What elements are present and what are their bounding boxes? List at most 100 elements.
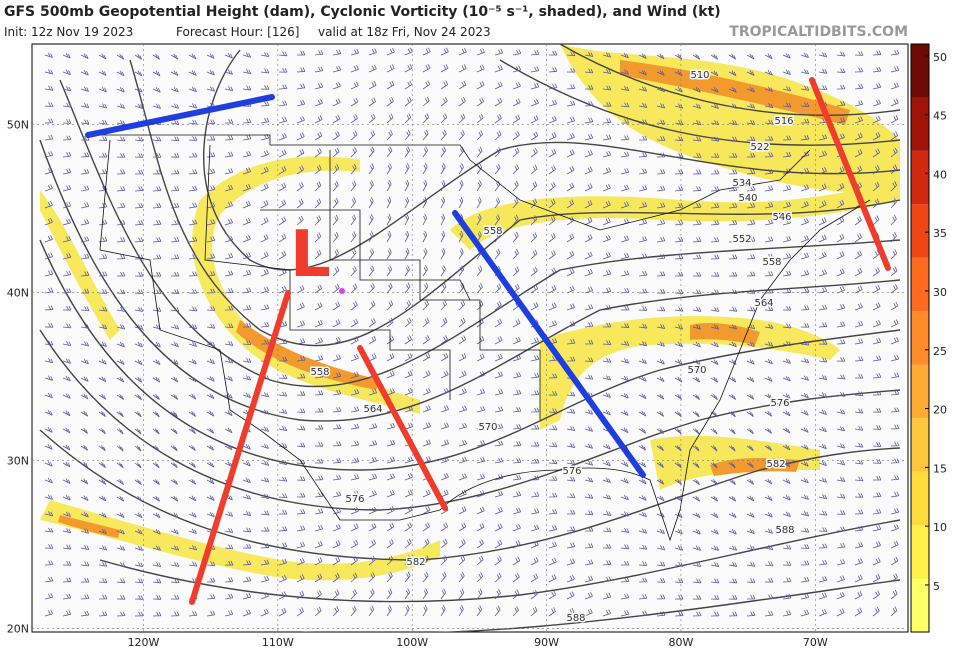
wind-barb bbox=[530, 66, 540, 73]
wind-barb bbox=[206, 511, 215, 518]
wind-barb bbox=[782, 577, 792, 583]
wind-barb bbox=[278, 149, 287, 158]
wind-barb bbox=[296, 574, 305, 583]
wind-barb bbox=[188, 236, 198, 243]
wind-barb bbox=[512, 540, 521, 549]
wind-barb bbox=[494, 65, 503, 73]
wind-barb bbox=[566, 459, 576, 465]
wind-barb bbox=[800, 527, 810, 533]
wind-barb bbox=[404, 555, 412, 566]
wind-barb bbox=[638, 270, 648, 277]
wind-barb bbox=[80, 376, 89, 382]
wind-barb bbox=[764, 495, 773, 502]
wind-barb bbox=[170, 341, 179, 348]
colorbar-segment bbox=[911, 364, 929, 419]
wind-barb bbox=[80, 185, 90, 192]
wind-barb bbox=[152, 495, 161, 502]
wind-barb bbox=[188, 478, 197, 485]
wind-barb bbox=[296, 83, 306, 90]
wind-barb bbox=[278, 233, 287, 243]
wind-barb bbox=[44, 593, 54, 600]
wind-barb bbox=[512, 82, 521, 90]
wind-barb bbox=[116, 103, 125, 109]
wind-barb bbox=[152, 136, 162, 142]
wind-barb bbox=[638, 53, 647, 59]
wind-barb bbox=[710, 103, 719, 109]
colorbar-segment bbox=[911, 204, 929, 258]
wind-barb bbox=[332, 214, 339, 226]
wind-barb bbox=[224, 118, 234, 124]
wind-barb bbox=[296, 320, 306, 328]
wind-barb bbox=[512, 214, 519, 226]
wind-barb bbox=[692, 376, 701, 383]
wind-barb bbox=[728, 103, 737, 109]
wind-barb bbox=[332, 507, 342, 515]
wind-barb bbox=[170, 611, 180, 617]
wind-barb bbox=[872, 284, 881, 294]
wind-barb bbox=[296, 267, 305, 277]
wind-barb bbox=[386, 265, 393, 277]
wind-barb bbox=[314, 266, 322, 277]
wind-barb bbox=[314, 606, 322, 617]
wind-barb bbox=[458, 317, 466, 328]
wind-barb bbox=[242, 357, 252, 363]
wind-barb bbox=[854, 442, 864, 448]
wind-barb bbox=[350, 130, 358, 141]
wind-barb bbox=[620, 427, 629, 434]
wind-barb bbox=[260, 150, 269, 158]
wind-barb bbox=[422, 282, 429, 294]
wind-barb bbox=[350, 406, 360, 413]
wind-barb bbox=[260, 409, 270, 415]
wind-barb bbox=[224, 593, 234, 600]
wind-barb bbox=[818, 357, 828, 363]
wind-barb bbox=[746, 152, 756, 158]
wind-barb bbox=[602, 392, 611, 398]
wind-barb bbox=[584, 200, 593, 209]
wind-barb bbox=[656, 611, 666, 617]
wind-barb bbox=[602, 304, 612, 311]
wind-barb bbox=[638, 544, 648, 550]
wind-barb bbox=[890, 319, 899, 328]
wind-barb bbox=[548, 67, 558, 73]
wind-barb bbox=[728, 289, 738, 295]
wind-barb bbox=[548, 165, 556, 175]
wind-barb bbox=[278, 476, 288, 482]
wind-barb bbox=[818, 134, 828, 141]
wind-barb bbox=[332, 606, 339, 617]
wind-barb bbox=[422, 230, 428, 243]
wind-barb bbox=[872, 442, 882, 447]
wind-barb bbox=[368, 405, 378, 413]
wind-barb bbox=[44, 427, 53, 433]
wind-barb bbox=[782, 102, 792, 108]
wind-barb bbox=[836, 493, 846, 499]
wind-barb bbox=[836, 251, 845, 260]
wind-barb bbox=[296, 215, 304, 226]
wind-barb bbox=[80, 393, 89, 400]
wind-barb bbox=[98, 611, 108, 617]
wind-barb bbox=[638, 253, 648, 260]
wind-barb bbox=[314, 441, 324, 447]
wind-barb bbox=[710, 462, 718, 469]
wind-barb bbox=[782, 253, 792, 260]
wind-barb bbox=[404, 489, 413, 498]
wind-barb bbox=[98, 428, 106, 435]
wind-barb bbox=[746, 594, 756, 600]
wind-barb bbox=[512, 606, 519, 617]
wind-barb bbox=[368, 388, 378, 396]
wind-barb bbox=[602, 477, 611, 484]
wind-barb bbox=[116, 445, 124, 452]
wind-barb bbox=[512, 441, 522, 447]
wind-barb bbox=[314, 181, 322, 192]
wind-barb bbox=[242, 234, 251, 243]
wind-barb bbox=[206, 410, 215, 417]
wind-barb bbox=[260, 477, 270, 483]
wind-barb bbox=[80, 577, 90, 583]
wind-barb bbox=[620, 544, 630, 550]
wind-barb bbox=[854, 132, 863, 141]
wind-barb bbox=[584, 183, 593, 192]
wind-barb bbox=[440, 387, 449, 396]
wind-barb bbox=[224, 444, 233, 451]
wind-barb bbox=[782, 53, 791, 59]
wind-barb bbox=[476, 539, 484, 549]
wind-barb bbox=[638, 461, 647, 468]
